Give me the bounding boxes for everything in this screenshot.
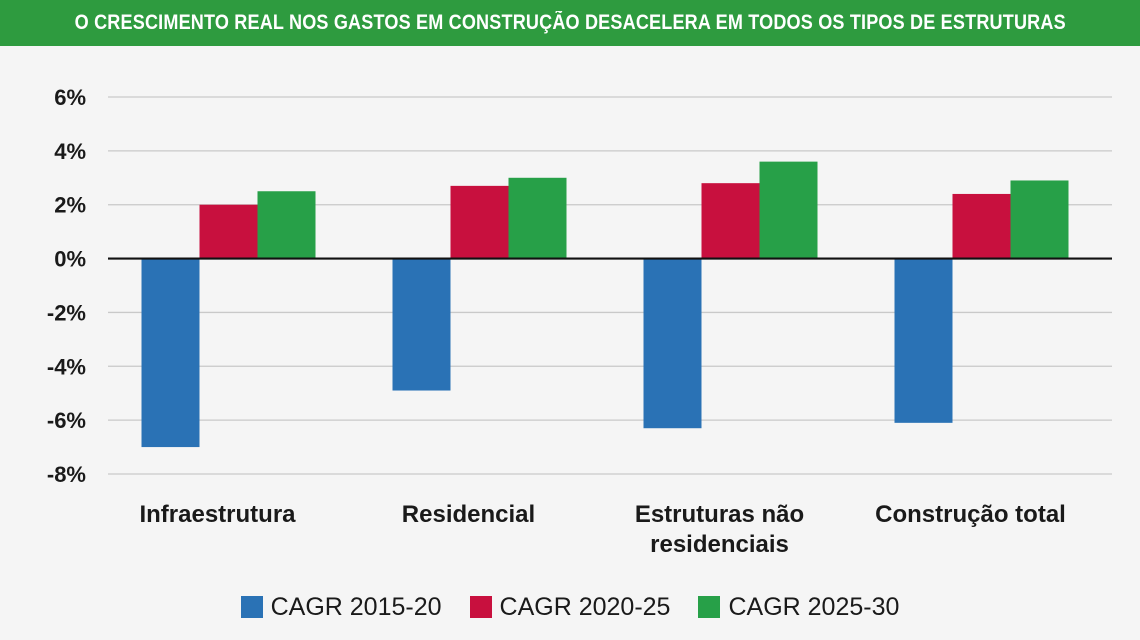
legend-swatch <box>240 596 263 618</box>
bar <box>257 191 316 259</box>
x-category-label: Residencial <box>402 501 535 528</box>
legend-label: CAGR 2025-30 <box>728 592 900 621</box>
legend: CAGR 2015-20 CAGR 2020-25 CAGR 2025-30 <box>0 584 1140 630</box>
y-tick-label: -4% <box>47 354 86 379</box>
legend-item: CAGR 2015-20 <box>240 592 442 622</box>
chart-title: O CRESCIMENTO REAL NOS GASTOS EM CONSTRU… <box>74 11 1066 34</box>
y-tick-label: -2% <box>47 300 86 325</box>
legend-label: CAGR 2015-20 <box>270 592 442 621</box>
bar-chart: 6% 4% 2% 0% -2% -4% -6% -8% Infraestrutura Reside… <box>47 85 1112 558</box>
bar <box>450 185 509 259</box>
bar <box>199 204 258 259</box>
bar <box>141 258 200 448</box>
y-tick-label: 6% <box>54 85 86 110</box>
legend-swatch <box>698 596 721 618</box>
bar <box>701 183 760 259</box>
y-tick-label: -6% <box>47 408 86 433</box>
bar <box>508 177 567 259</box>
bar <box>894 258 953 423</box>
bar <box>952 193 1011 259</box>
legend-item: CAGR 2025-30 <box>698 593 899 622</box>
bar <box>643 258 702 429</box>
bar <box>392 258 451 391</box>
x-category-label: Infraestrutura <box>139 501 296 528</box>
legend-swatch <box>469 596 492 618</box>
legend-label: CAGR 2020-25 <box>499 592 671 621</box>
x-category-label: Construção total <box>875 501 1066 528</box>
y-tick-label: 2% <box>54 193 86 218</box>
bar <box>1010 180 1069 259</box>
y-tick-label: -8% <box>47 462 86 487</box>
title-banner: O CRESCIMENTO REAL NOS GASTOS EM CONSTRU… <box>0 0 1140 46</box>
legend-item: CAGR 2020-25 <box>469 592 671 622</box>
bar <box>759 161 818 259</box>
x-category-label: Estruturas não residenciais <box>635 501 804 558</box>
y-tick-label: 4% <box>54 139 86 164</box>
y-tick-label: 0% <box>54 247 86 272</box>
